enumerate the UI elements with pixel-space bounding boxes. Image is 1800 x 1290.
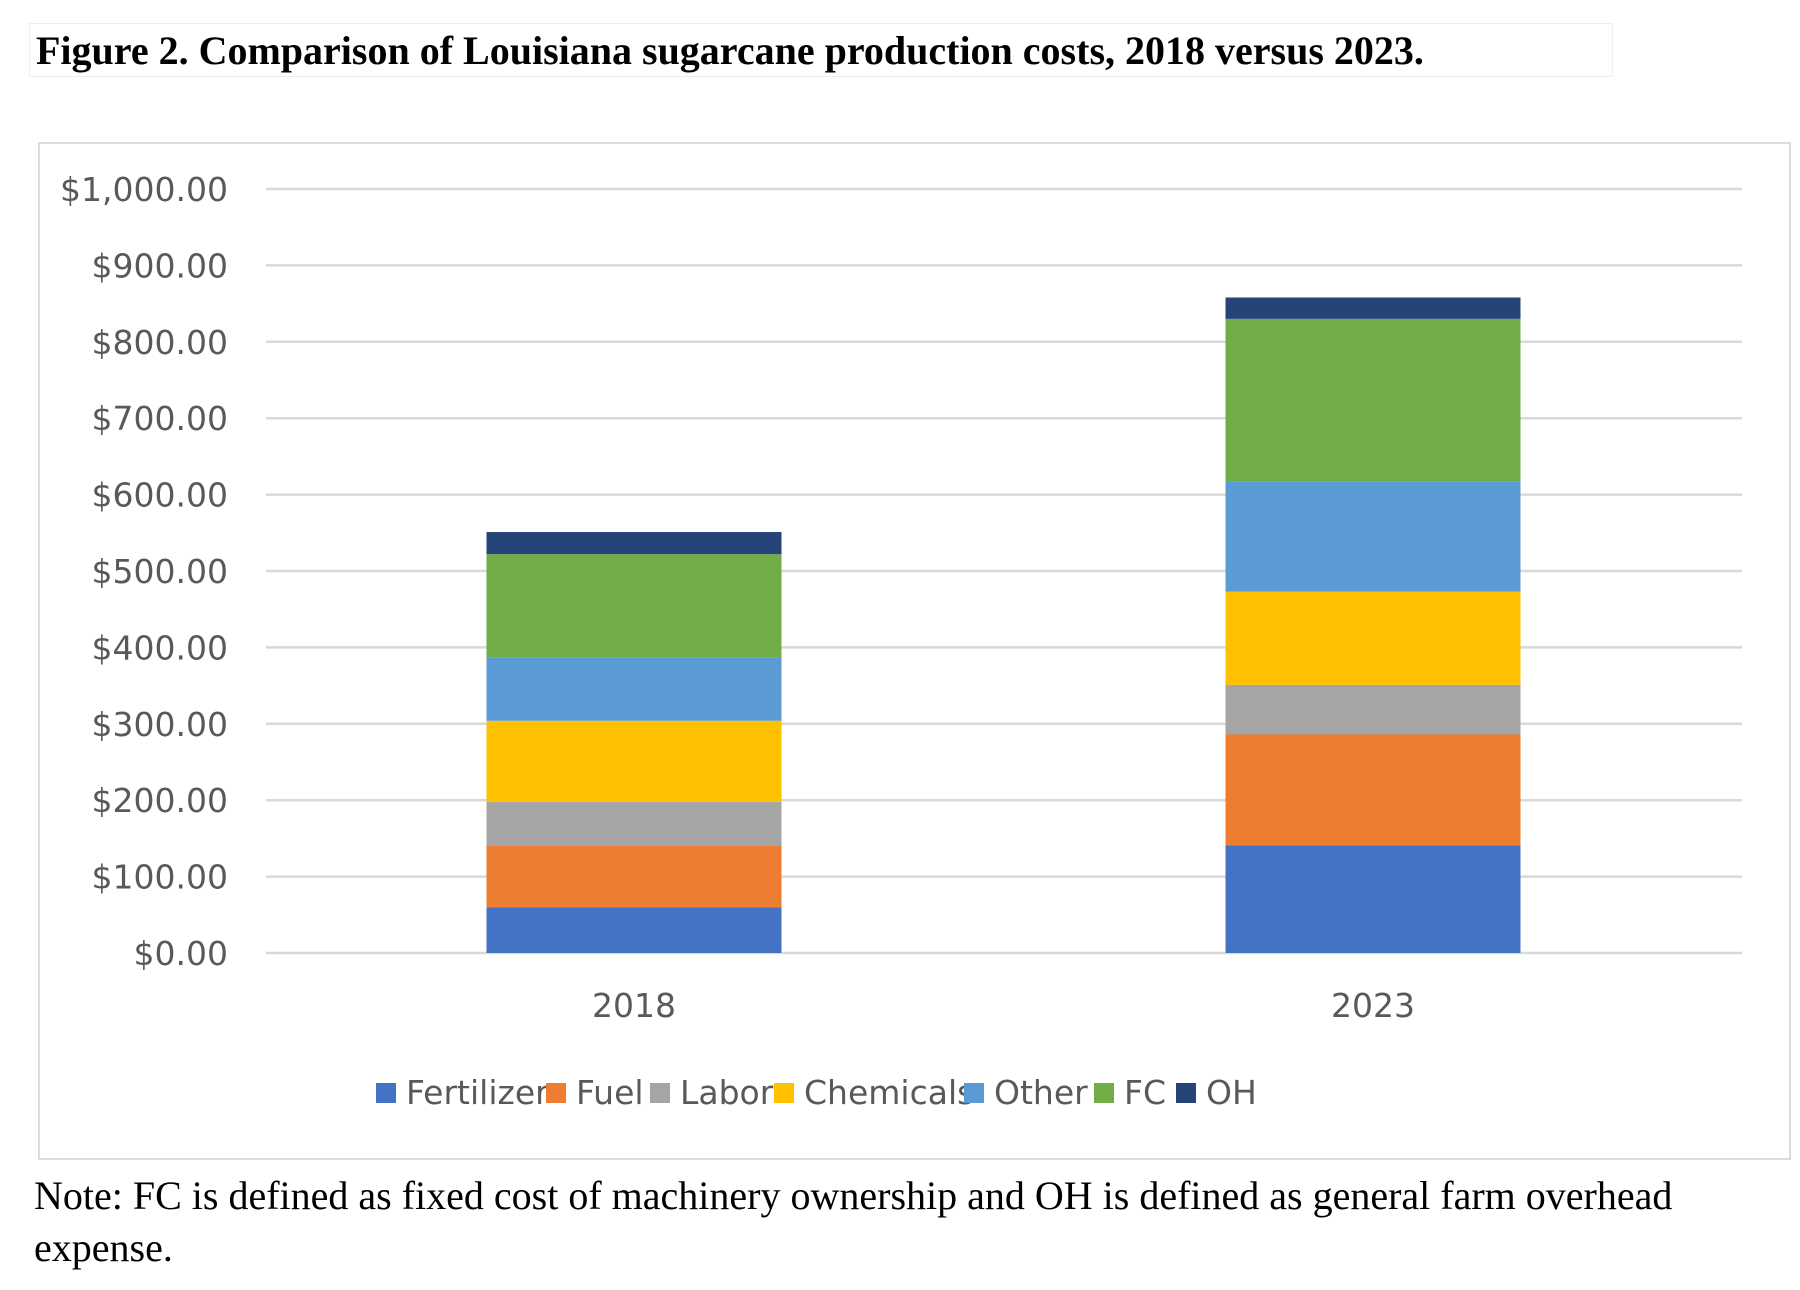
- bar-segment-labor-2023: [1225, 684, 1521, 735]
- y-tick-label: $0.00: [134, 934, 228, 973]
- legend-swatch-fc: [1094, 1083, 1114, 1103]
- legend-label: Chemicals: [804, 1073, 974, 1112]
- legend-swatch-chemicals: [774, 1083, 794, 1103]
- y-tick-label: $100.00: [92, 858, 228, 897]
- chart-frame: [38, 142, 1791, 1160]
- bar-segment-fuel-2023: [1225, 734, 1521, 846]
- legend-label: OH: [1206, 1073, 1257, 1112]
- legend-swatch-oh: [1176, 1083, 1196, 1103]
- bar-segment-fuel-2018: [486, 845, 782, 908]
- legend-label: Other: [994, 1073, 1088, 1112]
- bar-segment-chemicals-2023: [1225, 591, 1521, 685]
- y-tick-label: $800.00: [92, 323, 228, 362]
- bar-segment-fertilizer-2018: [486, 907, 782, 953]
- bar-segment-chemicals-2018: [486, 720, 782, 802]
- legend-label: Fuel: [576, 1073, 644, 1112]
- legend-label: FC: [1124, 1073, 1166, 1112]
- bar-segment-oh-2018: [486, 532, 782, 555]
- y-tick-label: $900.00: [92, 246, 228, 285]
- y-tick-label: $600.00: [92, 476, 228, 515]
- legend-swatch-labor: [650, 1083, 670, 1103]
- y-tick-label: $1,000.00: [60, 170, 228, 209]
- x-tick-label: 2018: [592, 986, 676, 1025]
- y-tick-label: $700.00: [92, 399, 228, 438]
- legend-swatch-other: [964, 1083, 984, 1103]
- bar-segment-fc-2018: [486, 554, 782, 658]
- y-tick-label: $200.00: [92, 781, 228, 820]
- y-tick-label: $500.00: [92, 552, 228, 591]
- bar-segment-other-2023: [1225, 481, 1521, 592]
- bar-segment-other-2018: [486, 657, 782, 721]
- y-tick-label: $300.00: [92, 705, 228, 744]
- x-tick-label: 2023: [1331, 986, 1415, 1025]
- bar-segment-fertilizer-2023: [1225, 845, 1521, 953]
- legend-label: Labor: [680, 1073, 774, 1112]
- bar-segment-fc-2023: [1225, 318, 1521, 482]
- figure-note: Note: FC is defined as fixed cost of mac…: [34, 1173, 1673, 1270]
- bar-segment-labor-2018: [486, 801, 782, 846]
- legend-swatch-fertilizer: [376, 1083, 396, 1103]
- bar-segment-oh-2023: [1225, 297, 1521, 319]
- legend-swatch-fuel: [546, 1083, 566, 1103]
- legend-label: Fertilizer: [406, 1073, 549, 1112]
- y-tick-label: $400.00: [92, 628, 228, 667]
- figure-title: Figure 2. Comparison of Louisiana sugarc…: [29, 23, 1613, 77]
